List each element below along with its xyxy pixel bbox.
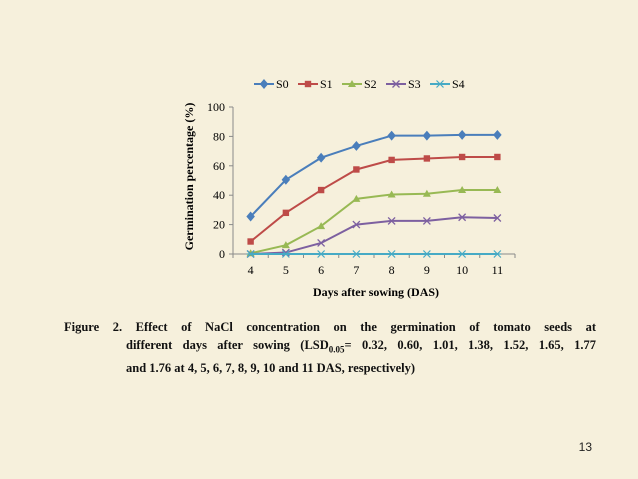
series-s3-point-stroke-b xyxy=(317,239,326,247)
series-s2-point xyxy=(458,186,467,194)
series-s3-point xyxy=(458,213,467,222)
legend-s2-marker xyxy=(348,80,356,87)
legend-item-s0: S0 xyxy=(254,77,289,91)
series-s1-point xyxy=(458,153,466,161)
legend-item-s4: S4 xyxy=(430,77,465,91)
series-s3-point xyxy=(387,216,396,225)
legend-item-s2: S2 xyxy=(342,77,377,91)
series-s4-point xyxy=(493,250,502,258)
series-s2-point xyxy=(281,241,290,249)
series-s0-point xyxy=(387,130,396,141)
series-s1-point xyxy=(317,186,325,194)
legend-s4-marker xyxy=(436,80,444,88)
series-s4-point xyxy=(246,250,255,258)
caption-lsd-subscript: 0.05 xyxy=(328,344,345,355)
series-s2-line xyxy=(250,189,498,255)
legend-s1-marker xyxy=(304,80,312,88)
series-s1-point xyxy=(353,166,360,173)
series-s1-point xyxy=(388,156,395,164)
y-tick-label: 40 xyxy=(213,188,225,202)
series-s1-point xyxy=(282,209,290,217)
chart-series xyxy=(246,129,502,258)
series-s0-point xyxy=(352,140,361,151)
legend-s0-label: S0 xyxy=(276,77,289,91)
series-s0-point xyxy=(457,129,467,140)
y-tick-label: 60 xyxy=(213,159,225,173)
series-s3-point-stroke-b xyxy=(387,216,396,225)
series-s3-point-stroke-b xyxy=(352,220,361,229)
y-tick-label: 100 xyxy=(207,100,225,114)
series-s2-point xyxy=(387,190,396,198)
caption-line-2-post: = 0.32, 0.60, 1.01, 1.38, 1.52, 1.65, 1.… xyxy=(344,338,596,352)
series-s0-point xyxy=(246,211,255,222)
series-s2-point xyxy=(422,189,431,197)
series-s1-point xyxy=(494,153,501,161)
series-s3-point xyxy=(352,220,361,229)
x-tick-label: 6 xyxy=(318,263,324,277)
series-s3-line xyxy=(250,216,498,255)
legend-s4-label: S4 xyxy=(452,77,465,91)
series-s1-point xyxy=(247,238,254,245)
legend-s3-label: S3 xyxy=(408,77,421,91)
series-s3 xyxy=(246,213,502,258)
legend-item-s1: S1 xyxy=(298,77,333,91)
x-tick-label: 11 xyxy=(492,263,504,277)
series-s1 xyxy=(247,153,501,245)
series-s0-point xyxy=(316,152,326,163)
germination-line-chart: 0 20 40 60 80 100 4 5 6 7 8 9 10 11 Days after sowing … xyxy=(182,77,516,299)
y-tick-label: 80 xyxy=(213,129,225,143)
x-axis-title: Days after sowing (DAS) xyxy=(313,285,439,299)
series-s3-point xyxy=(317,239,326,247)
series-s0-point xyxy=(493,129,502,140)
series-s2-point xyxy=(317,222,326,230)
legend-s3-marker-stroke-b xyxy=(392,80,400,88)
x-tick-label: 8 xyxy=(389,263,395,277)
series-s0-line xyxy=(249,133,498,218)
series-s3-point xyxy=(422,216,431,225)
legend-s3-marker xyxy=(392,80,400,88)
series-s4-point xyxy=(387,250,396,258)
series-s2-point xyxy=(352,194,361,202)
x-tick-label: 10 xyxy=(456,263,468,277)
series-s3-point-stroke-b xyxy=(458,213,467,222)
x-tick-label: 4 xyxy=(248,263,254,277)
y-axis-title: Germination percentage (%) xyxy=(182,103,196,251)
series-s1-line xyxy=(249,155,498,243)
page-number: 13 xyxy=(578,440,592,454)
series-s0-point xyxy=(281,174,291,185)
series-s2-point xyxy=(493,186,502,194)
caption-line-3: and 1.76 at 4, 5, 6, 7, 8, 9, 10 and 11 … xyxy=(126,360,416,375)
series-s0 xyxy=(246,129,502,222)
x-tick-label: 5 xyxy=(283,263,289,277)
series-s4-point xyxy=(352,250,361,258)
series-s1-point xyxy=(423,155,431,162)
legend-s2-label: S2 xyxy=(364,77,377,91)
series-s0-point xyxy=(422,130,432,141)
caption-line-2-pre: different days after sowing (LSD xyxy=(126,338,329,352)
legend-item-s3: S3 xyxy=(386,77,421,91)
x-tick-label: 7 xyxy=(353,263,359,277)
series-s4-point xyxy=(458,250,467,258)
series-s4-point xyxy=(317,250,326,258)
series-s3-point-stroke-b xyxy=(493,214,502,222)
x-tick-label: 9 xyxy=(424,263,430,277)
series-s4 xyxy=(246,250,502,258)
caption-line-2: different days after sowing (LSD0.05= 0.… xyxy=(64,336,596,359)
y-tick-label: 20 xyxy=(213,218,225,232)
y-tick-label: 0 xyxy=(219,247,225,261)
legend-s0-marker xyxy=(259,79,269,89)
chart-legend: S0 S1 S2 S3 S4 xyxy=(254,77,465,91)
series-s3-point xyxy=(493,214,502,222)
caption-line-1: Figure 2. Effect of NaCl concentration o… xyxy=(64,320,596,334)
figure-caption: Figure 2. Effect of NaCl concentration o… xyxy=(64,318,596,377)
legend-s1-label: S1 xyxy=(320,77,333,91)
series-s2 xyxy=(246,186,502,257)
chart-axes: 0 20 40 60 80 100 4 5 6 7 8 9 10 11 Days after sowing … xyxy=(182,100,516,299)
series-s3-point-stroke-b xyxy=(422,216,431,225)
series-s4-point xyxy=(422,250,431,258)
series-s4-point xyxy=(281,250,290,258)
